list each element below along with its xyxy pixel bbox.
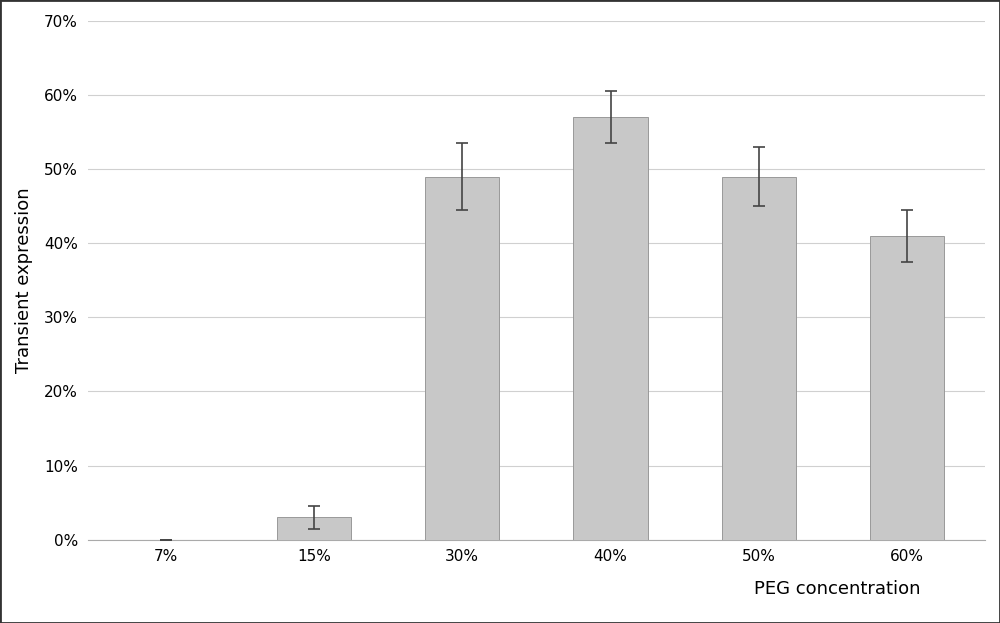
Bar <box>573 117 648 540</box>
Bar <box>870 236 944 540</box>
Bar <box>425 176 499 540</box>
Bar <box>277 518 351 540</box>
Y-axis label: Transient expression: Transient expression <box>15 188 33 373</box>
Text: PEG concentration: PEG concentration <box>754 580 920 598</box>
Bar <box>722 176 796 540</box>
